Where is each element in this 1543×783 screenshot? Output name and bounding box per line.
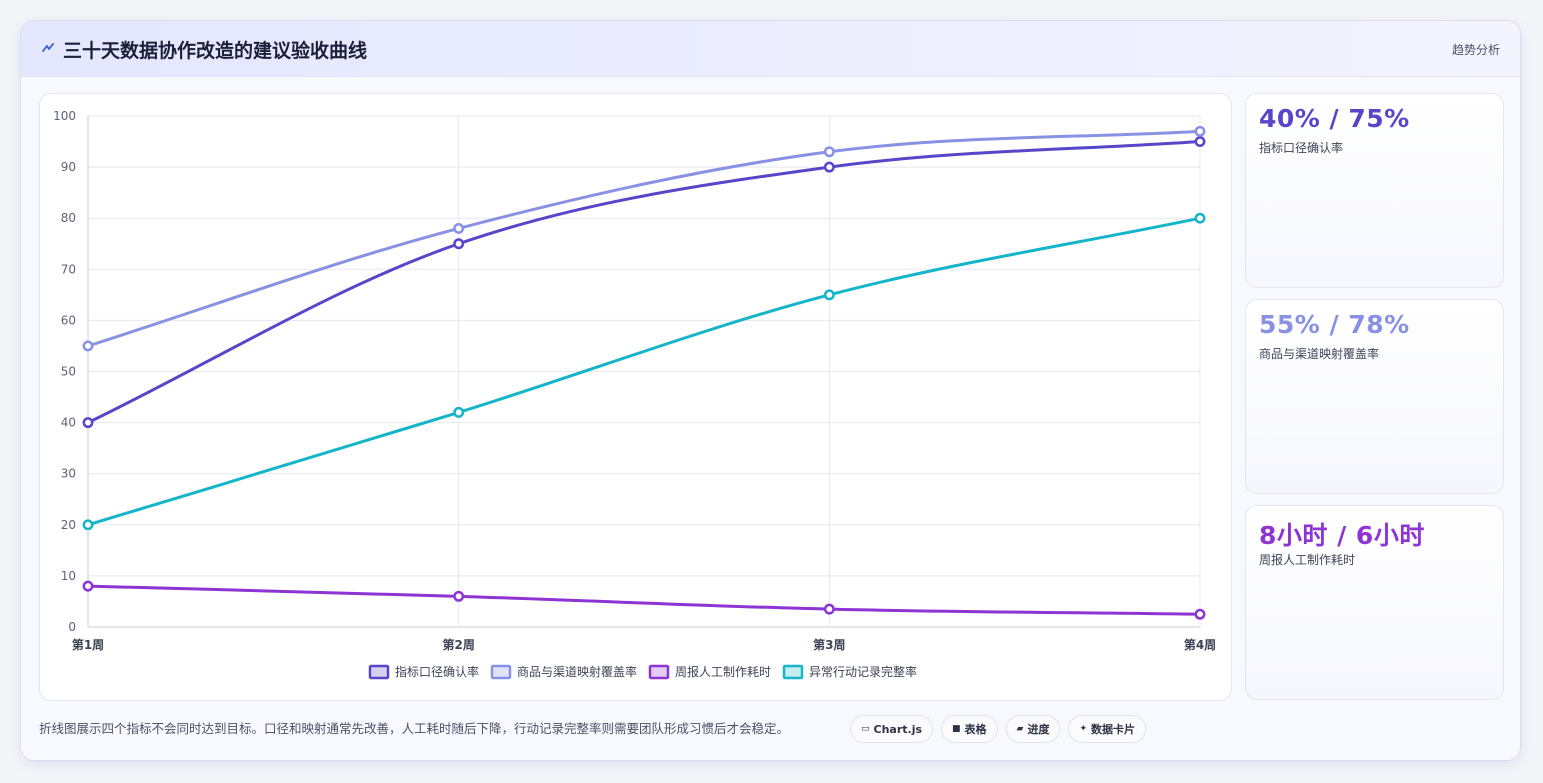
y-tick-label: 90 <box>61 160 76 174</box>
series-line-4 <box>87 216 1201 527</box>
card-header: 三十天数据协作改造的建议验收曲线 趋势分析 <box>21 21 1520 77</box>
chip-label: 进度 <box>1027 723 1050 736</box>
y-tick-label: 20 <box>61 518 76 532</box>
data-point <box>823 161 835 173</box>
sparkle-icon: ✦ <box>1079 724 1088 734</box>
data-point <box>1194 608 1206 620</box>
data-card-chip[interactable]: ✦ 数据卡片 <box>1068 715 1147 743</box>
stat-label: 指标口径确认率 <box>1259 141 1344 155</box>
x-tick-label: 第2周 <box>442 637 474 652</box>
series-line-2 <box>87 129 1201 348</box>
legend-item-4[interactable]: 异常行动记录完整率 <box>782 664 917 680</box>
legend-label: 周报人工制作耗时 <box>675 664 771 679</box>
y-tick-label: 30 <box>61 467 76 481</box>
chart-icon: ▭ <box>861 724 870 734</box>
legend-swatch <box>490 664 512 680</box>
data-point <box>823 146 835 158</box>
legend-swatch <box>648 664 670 680</box>
stat-card-report-time: 8小时 / 6小时 周报人工制作耗时 <box>1245 505 1504 700</box>
table-chip[interactable]: ■ 表格 <box>941 715 998 743</box>
chip-label: Chart.js <box>873 722 923 736</box>
data-point <box>1194 212 1206 224</box>
stat-value: 8小时 / 6小时 <box>1259 521 1425 550</box>
legend-swatch <box>368 664 390 680</box>
stat-value: 55% / 78% <box>1259 310 1410 339</box>
x-tick-label: 第3周 <box>813 637 845 652</box>
chart-footnote: 折线图展示四个指标不会同时达到目标。口径和映射通常先改善，人工耗时随后下降，行动… <box>39 721 790 736</box>
data-point <box>82 340 94 352</box>
stat-label: 商品与渠道映射覆盖率 <box>1259 347 1380 361</box>
data-point <box>453 590 465 602</box>
data-point <box>82 580 94 592</box>
stat-value: 40% / 75% <box>1259 104 1410 133</box>
progress-chip[interactable]: ▰ 进度 <box>1005 715 1061 743</box>
x-tick-label: 第4周 <box>1184 637 1216 652</box>
y-tick-label: 40 <box>61 416 76 430</box>
legend-label: 商品与渠道映射覆盖率 <box>517 664 637 679</box>
y-tick-label: 80 <box>61 211 76 225</box>
line-chart: 0 10 20 30 40 50 60 70 80 90 100 第1周 第2周 第3周 第4周指标口径确认… <box>53 109 1216 680</box>
chartjs-chip[interactable]: ▭ Chart.js <box>850 715 934 743</box>
series-line-1 <box>87 140 1201 424</box>
x-tick-label: 第1周 <box>72 637 104 652</box>
view-toolbar: ▭ Chart.js ■ 表格 ▰ 进度 ✦ 数据卡片 <box>850 715 1147 743</box>
chip-label: 数据卡片 <box>1091 723 1136 736</box>
stat-card-mapping-coverage: 55% / 78% 商品与渠道映射覆盖率 <box>1245 299 1504 494</box>
y-tick-label: 100 <box>53 109 76 123</box>
legend-label: 指标口径确认率 <box>395 664 479 679</box>
y-tick-label: 50 <box>61 365 76 379</box>
table-icon: ■ <box>952 724 961 734</box>
stat-card-metric-confirm: 40% / 75% 指标口径确认率 <box>1245 93 1504 288</box>
dashboard-card: 三十天数据协作改造的建议验收曲线 趋势分析 0 10 20 30 40 50 60 70 80 9… <box>20 20 1521 761</box>
trend-icon <box>42 43 54 52</box>
progress-icon: ▰ <box>1016 724 1024 734</box>
y-tick-label: 60 <box>61 313 76 327</box>
data-point <box>453 222 465 234</box>
data-point <box>1194 136 1206 147</box>
data-point <box>453 406 465 418</box>
y-tick-label: 0 <box>68 620 76 634</box>
stat-label: 周报人工制作耗时 <box>1259 553 1356 567</box>
data-point <box>82 519 94 531</box>
legend-item-1[interactable]: 指标口径确认率 <box>368 664 479 680</box>
y-tick-label: 70 <box>61 262 76 276</box>
page-title: 三十天数据协作改造的建议验收曲线 <box>63 40 368 62</box>
legend-swatch <box>782 664 804 680</box>
trend-analysis-tag[interactable]: 趋势分析 <box>1451 43 1500 57</box>
legend-item-3[interactable]: 周报人工制作耗时 <box>648 664 771 680</box>
chart-panel: 0 10 20 30 40 50 60 70 80 90 100 第1周 第2周 第3周 第4周指标口径确认… <box>39 93 1232 701</box>
chip-label: 表格 <box>964 723 987 736</box>
data-point <box>82 417 94 429</box>
data-point <box>453 238 465 250</box>
data-point <box>823 289 835 301</box>
legend-item-2[interactable]: 商品与渠道映射覆盖率 <box>490 664 637 680</box>
series-line-3 <box>87 584 1201 616</box>
legend-label: 异常行动记录完整率 <box>809 664 917 679</box>
data-point <box>1194 125 1206 137</box>
y-tick-label: 10 <box>61 569 76 583</box>
data-point <box>823 603 835 615</box>
